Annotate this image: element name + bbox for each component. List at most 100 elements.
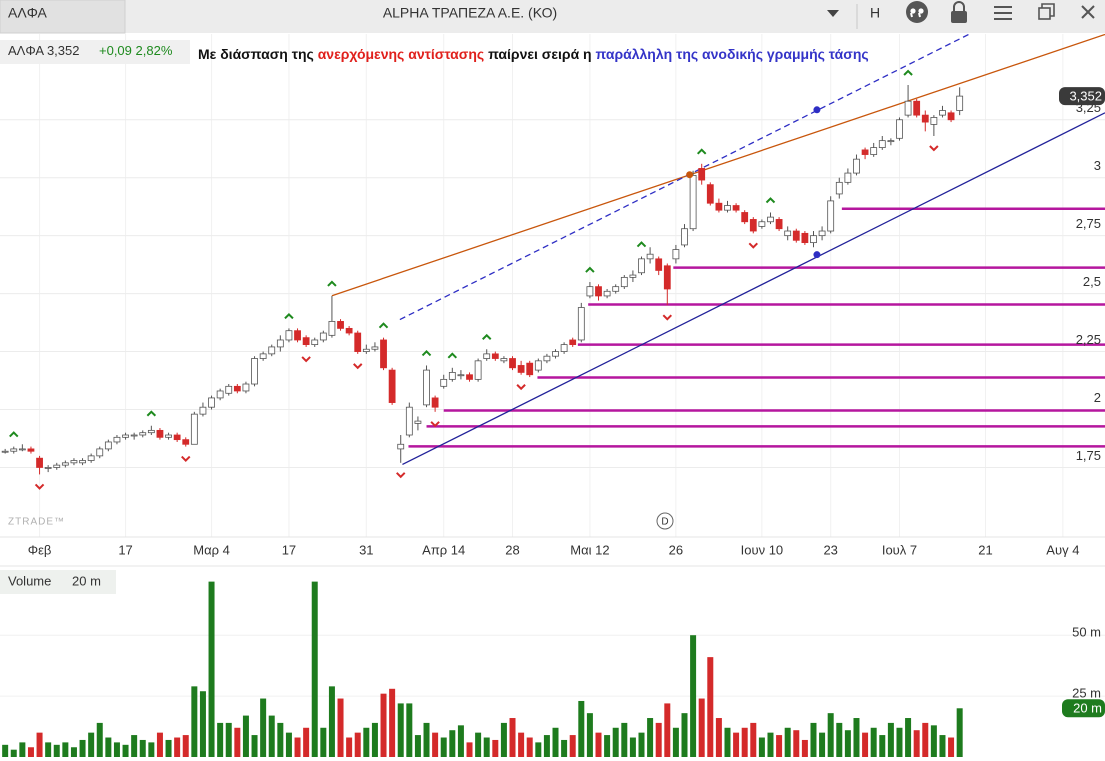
volume-bar	[500, 722, 507, 757]
volume-bar	[870, 727, 877, 757]
menu-icon[interactable]	[994, 6, 1012, 20]
candle-body	[199, 406, 207, 415]
volume-bar	[363, 727, 370, 757]
dropdown-icon[interactable]	[827, 10, 839, 17]
candle-body	[689, 174, 697, 230]
h-button[interactable]: H	[870, 5, 880, 21]
swing-high-marker	[9, 431, 19, 438]
volume-bar	[844, 730, 851, 757]
x-tick-label: Ιουλ 7	[882, 542, 917, 557]
candle-body	[319, 332, 327, 341]
candle-body	[27, 448, 35, 452]
volume-bar	[690, 635, 697, 757]
volume-bar	[27, 747, 34, 757]
annotation-part: Με διάσπαση της	[198, 46, 314, 62]
swing-low-marker	[181, 455, 191, 463]
candle-body	[1, 450, 9, 453]
candle-body	[225, 385, 233, 394]
swing-low-marker	[396, 472, 406, 479]
price-pane	[0, 34, 1105, 537]
volume-bar	[397, 703, 404, 757]
candle-body	[302, 337, 310, 346]
candle-body	[887, 140, 895, 143]
close-icon[interactable]	[1081, 5, 1095, 19]
volume-bar	[79, 739, 86, 757]
volume-bar	[879, 735, 886, 757]
volume-bar	[629, 737, 636, 757]
volume-bar	[380, 693, 387, 757]
candle-body	[36, 457, 43, 468]
volume-bar	[320, 727, 327, 757]
volume-bar	[45, 742, 52, 757]
candle-body	[87, 455, 95, 461]
candle-body	[939, 110, 946, 116]
volume-bar	[552, 727, 559, 757]
volume-bar	[19, 742, 26, 757]
candle-body	[18, 448, 26, 451]
volume-bar	[793, 730, 800, 757]
candle-body	[345, 327, 353, 334]
dividend-marker-text: D	[661, 517, 668, 528]
candle-body	[233, 385, 241, 392]
volume-bar	[62, 742, 69, 757]
window-title: ALPHA ΤΡΑΠΕΖΑ Α.Ε. (ΚΟ)	[383, 5, 557, 21]
candle-body	[896, 119, 903, 139]
candle-body	[904, 100, 912, 116]
volume-bar	[371, 722, 378, 757]
volume-bar	[612, 727, 619, 757]
volume-bar	[767, 732, 774, 757]
candle-body	[603, 290, 611, 297]
candle-body	[586, 286, 594, 297]
candle-body	[552, 351, 559, 357]
volume-bar	[303, 727, 310, 757]
volume-bar	[776, 735, 783, 757]
dividend-marker[interactable]	[656, 512, 674, 530]
quote-change-pct: 2,82%	[136, 43, 173, 58]
candle-body	[79, 460, 86, 464]
lock-icon[interactable]	[951, 1, 967, 23]
trend-line	[402, 112, 1105, 466]
x-tick-label: 17	[118, 542, 132, 557]
candle-body	[414, 420, 422, 424]
volume-bar	[449, 730, 456, 757]
volume-legend	[0, 570, 116, 594]
swing-low-marker	[662, 314, 673, 321]
volume-bar	[285, 732, 292, 757]
candle-body	[663, 265, 671, 290]
candle-body	[620, 276, 628, 288]
x-tick-label: 26	[669, 542, 683, 557]
candle-body	[706, 184, 714, 204]
volume-bar	[862, 732, 869, 757]
candle-body	[53, 464, 61, 468]
volume-bar	[561, 739, 568, 757]
candle-body	[638, 258, 645, 274]
candle-body	[534, 360, 542, 371]
restore-icon[interactable]	[1038, 3, 1055, 20]
volume-bar	[337, 698, 344, 757]
candle-body	[457, 374, 465, 377]
candle-body	[242, 383, 250, 392]
candle-body	[698, 168, 706, 181]
volume-bar	[621, 722, 628, 757]
volume-bar	[475, 732, 482, 757]
candle-body	[500, 358, 508, 362]
volume-bar	[113, 742, 120, 757]
volume-bar	[578, 700, 585, 757]
swing-high-marker	[146, 410, 157, 417]
symbol-tab[interactable]	[0, 0, 126, 34]
volume-bar	[939, 735, 946, 757]
candle-body	[543, 355, 551, 362]
quote-icon[interactable]	[906, 1, 928, 23]
trend-line	[331, 34, 1105, 297]
candle-body	[517, 365, 525, 373]
volume-bar	[827, 713, 834, 757]
volume-bar	[191, 686, 198, 757]
volume-bar	[457, 725, 464, 757]
volume-bar	[535, 742, 542, 757]
volume-bar	[913, 730, 920, 757]
candle-body	[216, 390, 224, 399]
candle-body	[173, 434, 181, 441]
candle-body	[311, 339, 319, 346]
volume-bar	[586, 713, 593, 757]
